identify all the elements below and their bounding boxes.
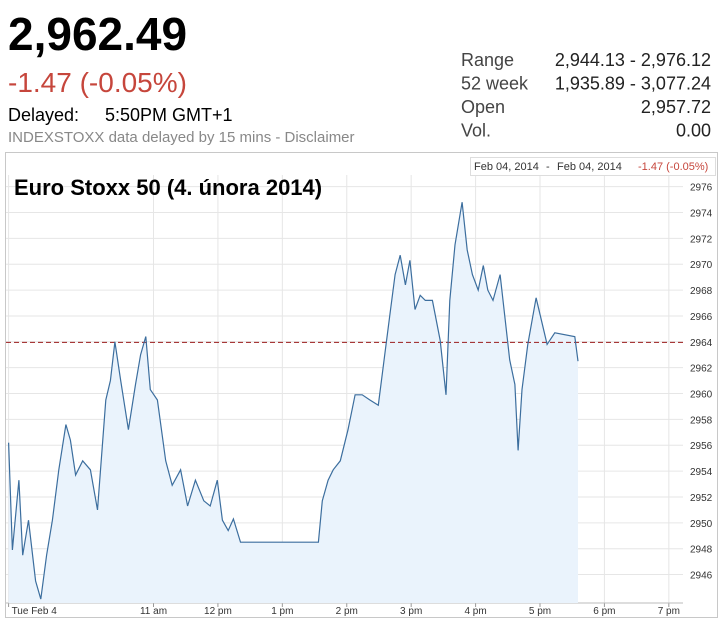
stat-value: 2,944.13 - 2,976.12 <box>555 50 711 70</box>
stat-label: 52 week <box>461 74 529 94</box>
y-tick-label: 2952 <box>690 493 713 504</box>
stat-value: 2,957.72 <box>641 97 711 117</box>
x-tick-label: 7 pm <box>658 606 680 617</box>
stat-value: 0.00 <box>676 121 711 141</box>
x-tick-label: 5 pm <box>529 606 551 617</box>
x-tick-label: Tue Feb 4 <box>12 606 58 617</box>
price-change: -1.47 (-0.05%) <box>8 67 187 98</box>
range-box <box>470 157 716 176</box>
y-tick-label: 2960 <box>690 390 713 401</box>
plot: 2946 2948 2950 2952 2954 2956 2958 2960 2962 2964… <box>6 175 713 617</box>
chart-title: Euro Stoxx 50 (4. února 2014) <box>14 175 322 200</box>
y-tick-label: 2972 <box>690 234 713 245</box>
x-tick-label: 11 am <box>140 606 167 617</box>
delayed-time: 5:50PM GMT+1 <box>105 105 233 125</box>
x-tick-label: 2 pm <box>336 606 358 617</box>
range-start: Feb 04, 2014 <box>474 161 539 173</box>
y-tick-label: 2962 <box>690 364 713 375</box>
y-tick-label: 2948 <box>690 545 713 556</box>
price: 2,962.49 <box>8 8 187 60</box>
y-tick-label: 2946 <box>690 571 713 582</box>
stat-label: Vol. <box>461 121 491 141</box>
range-change: -1.47 (-0.05%) <box>638 161 708 173</box>
x-tick-label: 12 pm <box>204 606 232 617</box>
stat-label: Range <box>461 50 514 70</box>
x-tick-label: 6 pm <box>593 606 615 617</box>
delayed-label: Delayed: <box>8 105 79 125</box>
y-tick-label: 2964 <box>690 338 713 349</box>
y-tick-label: 2954 <box>690 467 713 478</box>
range-separator: - <box>546 161 550 173</box>
source-note: INDEXSTOXX data delayed by 15 mins - Dis… <box>8 129 355 146</box>
stat-value: 1,935.89 - 3,077.24 <box>555 74 711 94</box>
stats-table: Range 2,944.13 - 2,976.12 52 week 1,935.89 … <box>461 50 711 141</box>
stat-label: Open <box>461 97 505 117</box>
x-tick-label: 1 pm <box>271 606 293 617</box>
y-tick-label: 2970 <box>690 260 713 271</box>
y-tick-label: 2966 <box>690 312 713 323</box>
y-tick-label: 2956 <box>690 441 713 452</box>
y-tick-label: 2976 <box>690 183 713 194</box>
y-tick-label: 2958 <box>690 415 713 426</box>
range-end: Feb 04, 2014 <box>557 161 622 173</box>
y-tick-label: 2968 <box>690 286 713 297</box>
area <box>8 202 579 603</box>
line <box>8 202 579 600</box>
x-tick-label: 3 pm <box>400 606 422 617</box>
y-tick-label: 2950 <box>690 519 713 530</box>
x-tick-label: 4 pm <box>464 606 486 617</box>
y-tick-label: 2974 <box>690 208 713 219</box>
